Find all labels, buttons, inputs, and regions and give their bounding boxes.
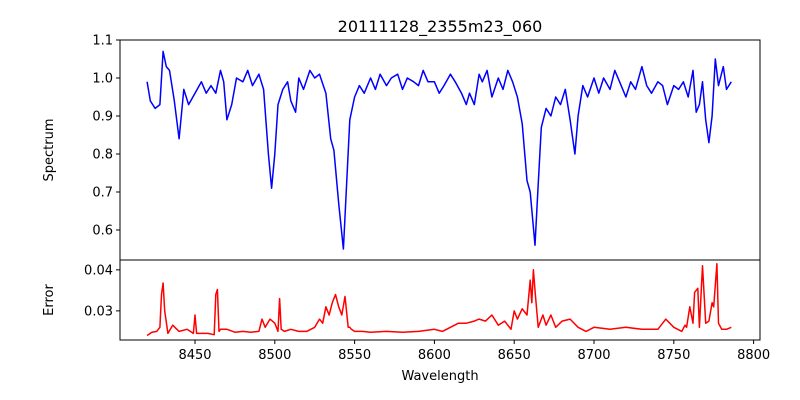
x-tick-label: 8800 (737, 348, 770, 363)
spectrum-line (146, 50, 732, 250)
x-axis-label: Wavelength (401, 369, 478, 384)
x-tick-label: 8750 (657, 348, 690, 363)
y-tick-label: 0.6 (92, 223, 113, 238)
y-tick-label: 0.9 (92, 109, 113, 124)
error-axes: 0.03 0.04 8450 8500 8550 8600 8650 8700 8750 8800 (84, 259, 770, 363)
y-tick-label: 0.04 (84, 263, 113, 278)
x-tick-label: 8450 (178, 348, 211, 363)
chart-title: 20111128_2355m23_060 (338, 17, 543, 37)
x-tick-label: 8700 (577, 348, 610, 363)
x-tick-label: 8500 (258, 348, 291, 363)
y-tick-label: 0.7 (92, 185, 113, 200)
x-tick-label: 8600 (418, 348, 451, 363)
axes-frame (119, 259, 761, 341)
y-tick-label: 1.0 (92, 71, 113, 86)
x-tick-label: 8650 (498, 348, 531, 363)
error-line (146, 262, 732, 337)
y-tick-label: 0.8 (92, 147, 113, 162)
error-y-label: Error (42, 284, 57, 316)
y-tick-label: 1.1 (92, 34, 113, 49)
spectrum-y-label: Spectrum (42, 119, 57, 182)
y-tick-label: 0.03 (84, 304, 113, 319)
x-tick-label: 8550 (338, 348, 371, 363)
